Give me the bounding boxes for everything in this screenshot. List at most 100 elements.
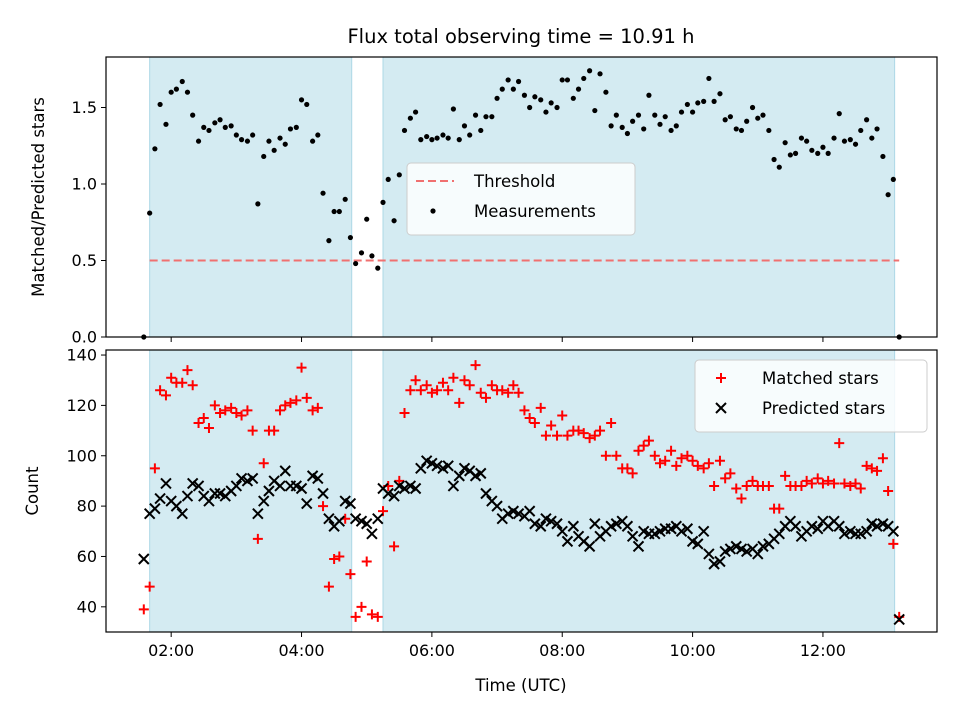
data-point [701,98,707,104]
data-point [519,405,530,416]
data-point [697,525,710,537]
data-point [212,120,218,126]
data-point [771,156,777,163]
data-point [733,126,739,132]
data-point [480,487,492,500]
data-point [673,123,679,129]
data-point [831,135,837,141]
data-point [872,465,883,476]
data-point [437,377,448,388]
data-point [226,402,237,413]
data-point [858,127,864,134]
data-point [222,124,228,130]
data-point [274,480,286,492]
data-point [809,147,815,153]
data-point [312,402,323,413]
data-point [671,460,682,471]
y-axis-label: Matched/Predicted stars [29,97,48,297]
data-point [559,77,565,83]
data-point [228,123,234,129]
data-point [570,95,576,101]
data-point [497,385,508,396]
data-point [562,430,573,441]
data-point [244,138,251,144]
data-point [301,392,312,403]
data-point [405,385,416,396]
legend-box [406,162,636,236]
data-point [638,440,649,451]
data-point [399,407,410,418]
data-point [676,453,687,464]
data-point [138,553,150,565]
data-point [668,127,674,134]
data-point [529,418,540,429]
data-point [817,478,828,489]
data-point [841,138,848,144]
data-point [630,118,636,124]
data-point [252,507,264,520]
data-point [523,505,536,517]
data-point [349,512,362,525]
data-point [266,138,272,144]
data-point [855,483,866,494]
data-point [880,153,886,160]
data-point [152,146,158,152]
ratio-panel: 0.0 0.5 1.0 1.5 Matched/Predicted stars Thres… [29,56,938,347]
data-point [714,455,725,466]
data-point [329,553,340,564]
data-point [806,478,817,489]
data-point [144,581,155,592]
data-point [391,218,397,224]
data-point [852,141,859,147]
data-point [597,71,603,77]
data-point [275,405,286,416]
data-point [491,500,503,512]
data-point [467,132,473,138]
data-point [201,124,207,130]
data-point [725,468,736,479]
data-point [543,109,549,115]
legend-marker [716,373,726,383]
data-point [361,556,372,567]
data-point [301,497,313,510]
data-point [692,538,704,550]
data-point [866,463,877,474]
data-point [521,92,528,98]
data-point [649,450,660,461]
data-point [515,78,522,85]
data-point [350,611,361,622]
data-point [595,425,606,436]
legend-marker [430,208,436,214]
data-point [238,137,245,143]
data-point [163,121,169,127]
data-point [160,390,171,401]
data-point [426,387,437,398]
data-point [173,86,179,92]
data-point [554,104,560,111]
data-point [888,538,899,549]
data-point [652,112,658,118]
data-point [885,192,891,198]
data-point [589,430,600,441]
y-tick-label: 100 [66,446,97,465]
data-point [871,520,883,532]
data-point [147,210,153,216]
x-tick-label: 08:00 [539,641,585,660]
data-point [627,468,638,479]
data-point [806,520,818,532]
data-point [695,100,701,106]
data-point [472,112,479,118]
data-point [782,140,788,146]
data-point [829,478,840,489]
data-point [432,385,443,396]
data-point [752,548,764,560]
data-point [478,127,484,134]
series-matched-stars [138,360,905,622]
data-point [344,497,357,510]
data-point [168,89,174,95]
data-point [320,190,326,196]
data-point [796,480,807,491]
data-point [415,385,426,396]
data-point [415,462,427,475]
data-point [524,412,535,423]
